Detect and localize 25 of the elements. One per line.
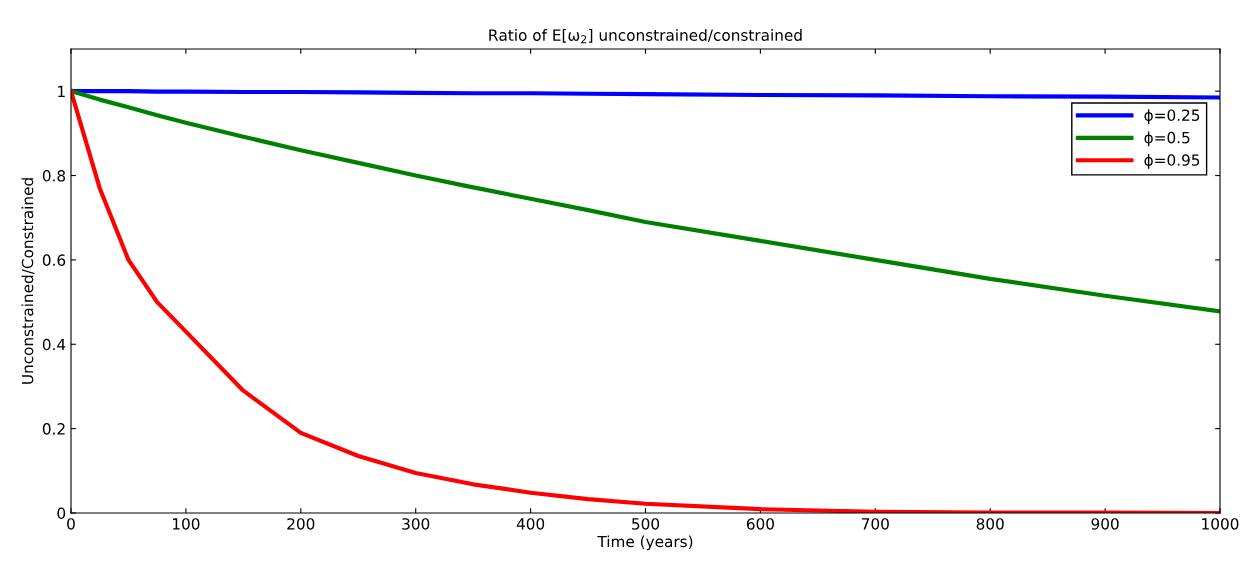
x-tick-label: 600 <box>746 518 774 530</box>
legend-label: ϕ=0.25 <box>1144 109 1200 124</box>
x-tick-label: 900 <box>1091 518 1119 530</box>
y-tick-label: 0.4 <box>42 338 66 351</box>
legend-label: ϕ=0.5 <box>1144 131 1190 147</box>
x-tick-label: 1000 <box>1202 518 1239 530</box>
y-tick-label: 1 <box>58 85 65 97</box>
x-axis-title: Time (years) <box>597 535 693 551</box>
x-tick-label: 500 <box>632 518 660 530</box>
y-tick-label: 0.2 <box>42 423 65 435</box>
x-tick-label: 200 <box>287 518 315 530</box>
x-tick-label: 0 <box>67 518 75 530</box>
y-tick-label: 0.8 <box>42 170 66 182</box>
line-series <box>71 89 1220 314</box>
y-tick-label: 0 <box>57 507 66 520</box>
x-tick-label: 800 <box>976 518 1004 530</box>
y-tick-label: 0.6 <box>42 254 66 266</box>
x-tick-label: 100 <box>173 518 200 530</box>
legend-label: ϕ=0.95 <box>1144 154 1200 169</box>
x-tick-label: 700 <box>861 518 889 530</box>
y-axis-title: Unconstrained/Constrained <box>21 178 35 384</box>
chart-title: Ratio of E[ω$_{2}$] unconstrained/constrained <box>489 29 802 44</box>
x-tick-label: 400 <box>516 518 545 530</box>
line-series <box>71 89 1220 100</box>
x-tick-label: 300 <box>402 518 430 530</box>
